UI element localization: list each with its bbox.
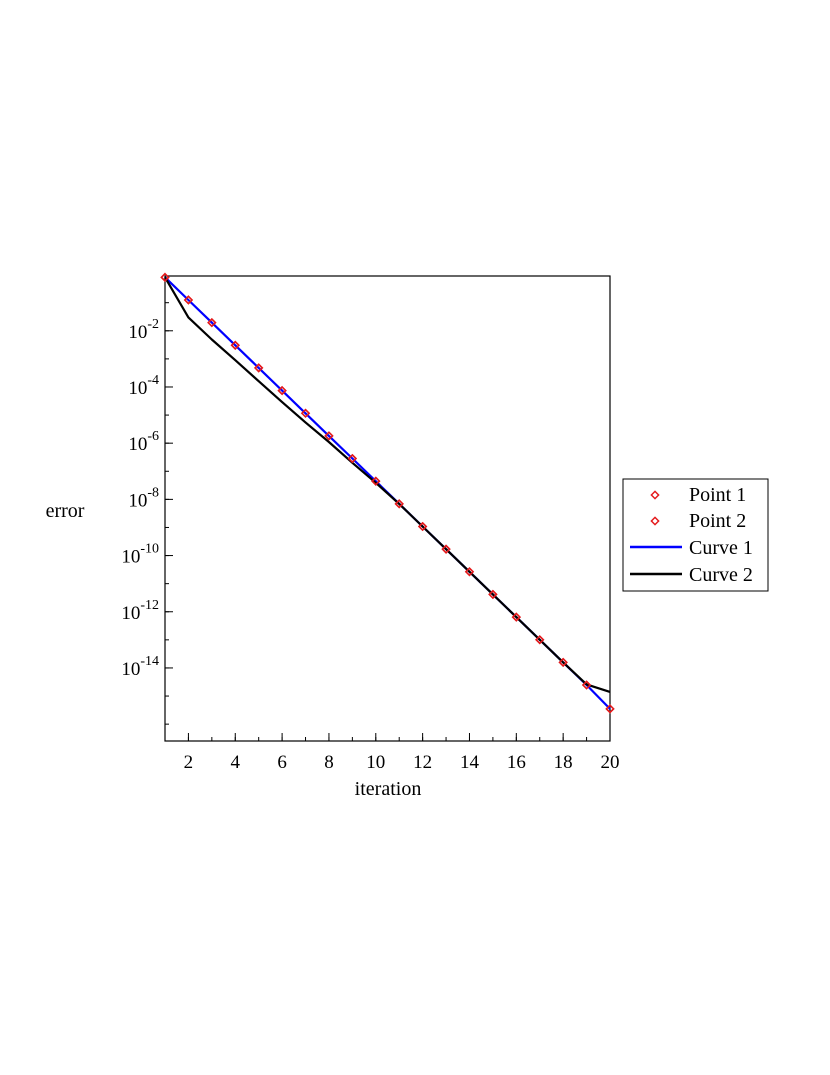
data-point xyxy=(558,657,568,668)
y-tick-label: 10-6 xyxy=(128,429,159,455)
data-point xyxy=(324,431,334,441)
legend: Point 1 Point 2 Curve 1 Curve 2 xyxy=(622,478,769,592)
x-tick-label: 20 xyxy=(601,752,620,773)
x-tick-label: 10 xyxy=(366,752,385,773)
x-tick-label: 14 xyxy=(460,752,480,773)
y-axis-title: error xyxy=(46,500,85,522)
x-tick-label: 2 xyxy=(184,752,194,773)
data-point xyxy=(207,317,217,328)
data-point xyxy=(417,521,428,532)
data-point xyxy=(441,544,451,554)
series-line-curve-2 xyxy=(164,276,611,693)
plot-frame xyxy=(164,275,611,742)
legend-label: Point 1 xyxy=(689,484,746,506)
data-point xyxy=(347,453,358,464)
data-point xyxy=(605,704,615,714)
series-points-point-2 xyxy=(160,272,615,714)
data-point xyxy=(160,272,170,282)
legend-marker-point-2 xyxy=(650,516,660,526)
y-tick-label: 10-2 xyxy=(128,317,159,343)
legend-marker-point-1 xyxy=(650,490,660,500)
x-tick-label: 12 xyxy=(413,752,432,773)
data-point xyxy=(277,385,287,396)
data-point xyxy=(254,363,264,373)
y-tick-label: 10-4 xyxy=(128,373,159,399)
y-tick-label: 10-14 xyxy=(121,654,159,680)
x-tick-label: 6 xyxy=(277,752,287,773)
x-tick-label: 8 xyxy=(324,752,334,773)
legend-label: Point 2 xyxy=(689,510,746,532)
data-point xyxy=(394,499,404,509)
legend-frame xyxy=(622,478,769,592)
y-tick-label: 10-10 xyxy=(121,542,159,568)
data-point xyxy=(535,635,545,645)
data-point xyxy=(488,589,498,600)
series-layer xyxy=(160,272,615,714)
data-point xyxy=(230,340,240,350)
x-tick-label: 16 xyxy=(507,752,526,773)
legend-label: Curve 2 xyxy=(689,564,753,586)
x-tick-label: 18 xyxy=(554,752,573,773)
axis-ticks: 2 4 6 8 10 12 14 16 18 20 10-2 10-4 10-6 10-8 10-10 10-… xyxy=(121,302,620,773)
data-point xyxy=(300,408,311,418)
y-tick-label: 10-8 xyxy=(128,485,159,511)
x-tick-label: 4 xyxy=(231,752,241,773)
data-point xyxy=(464,567,475,577)
data-point xyxy=(581,680,592,690)
x-axis-title: iteration xyxy=(355,778,422,800)
legend-label: Curve 1 xyxy=(689,537,753,559)
data-point xyxy=(511,612,521,622)
data-point xyxy=(183,295,194,305)
y-tick-label: 10-12 xyxy=(121,598,159,624)
data-point xyxy=(371,476,381,486)
